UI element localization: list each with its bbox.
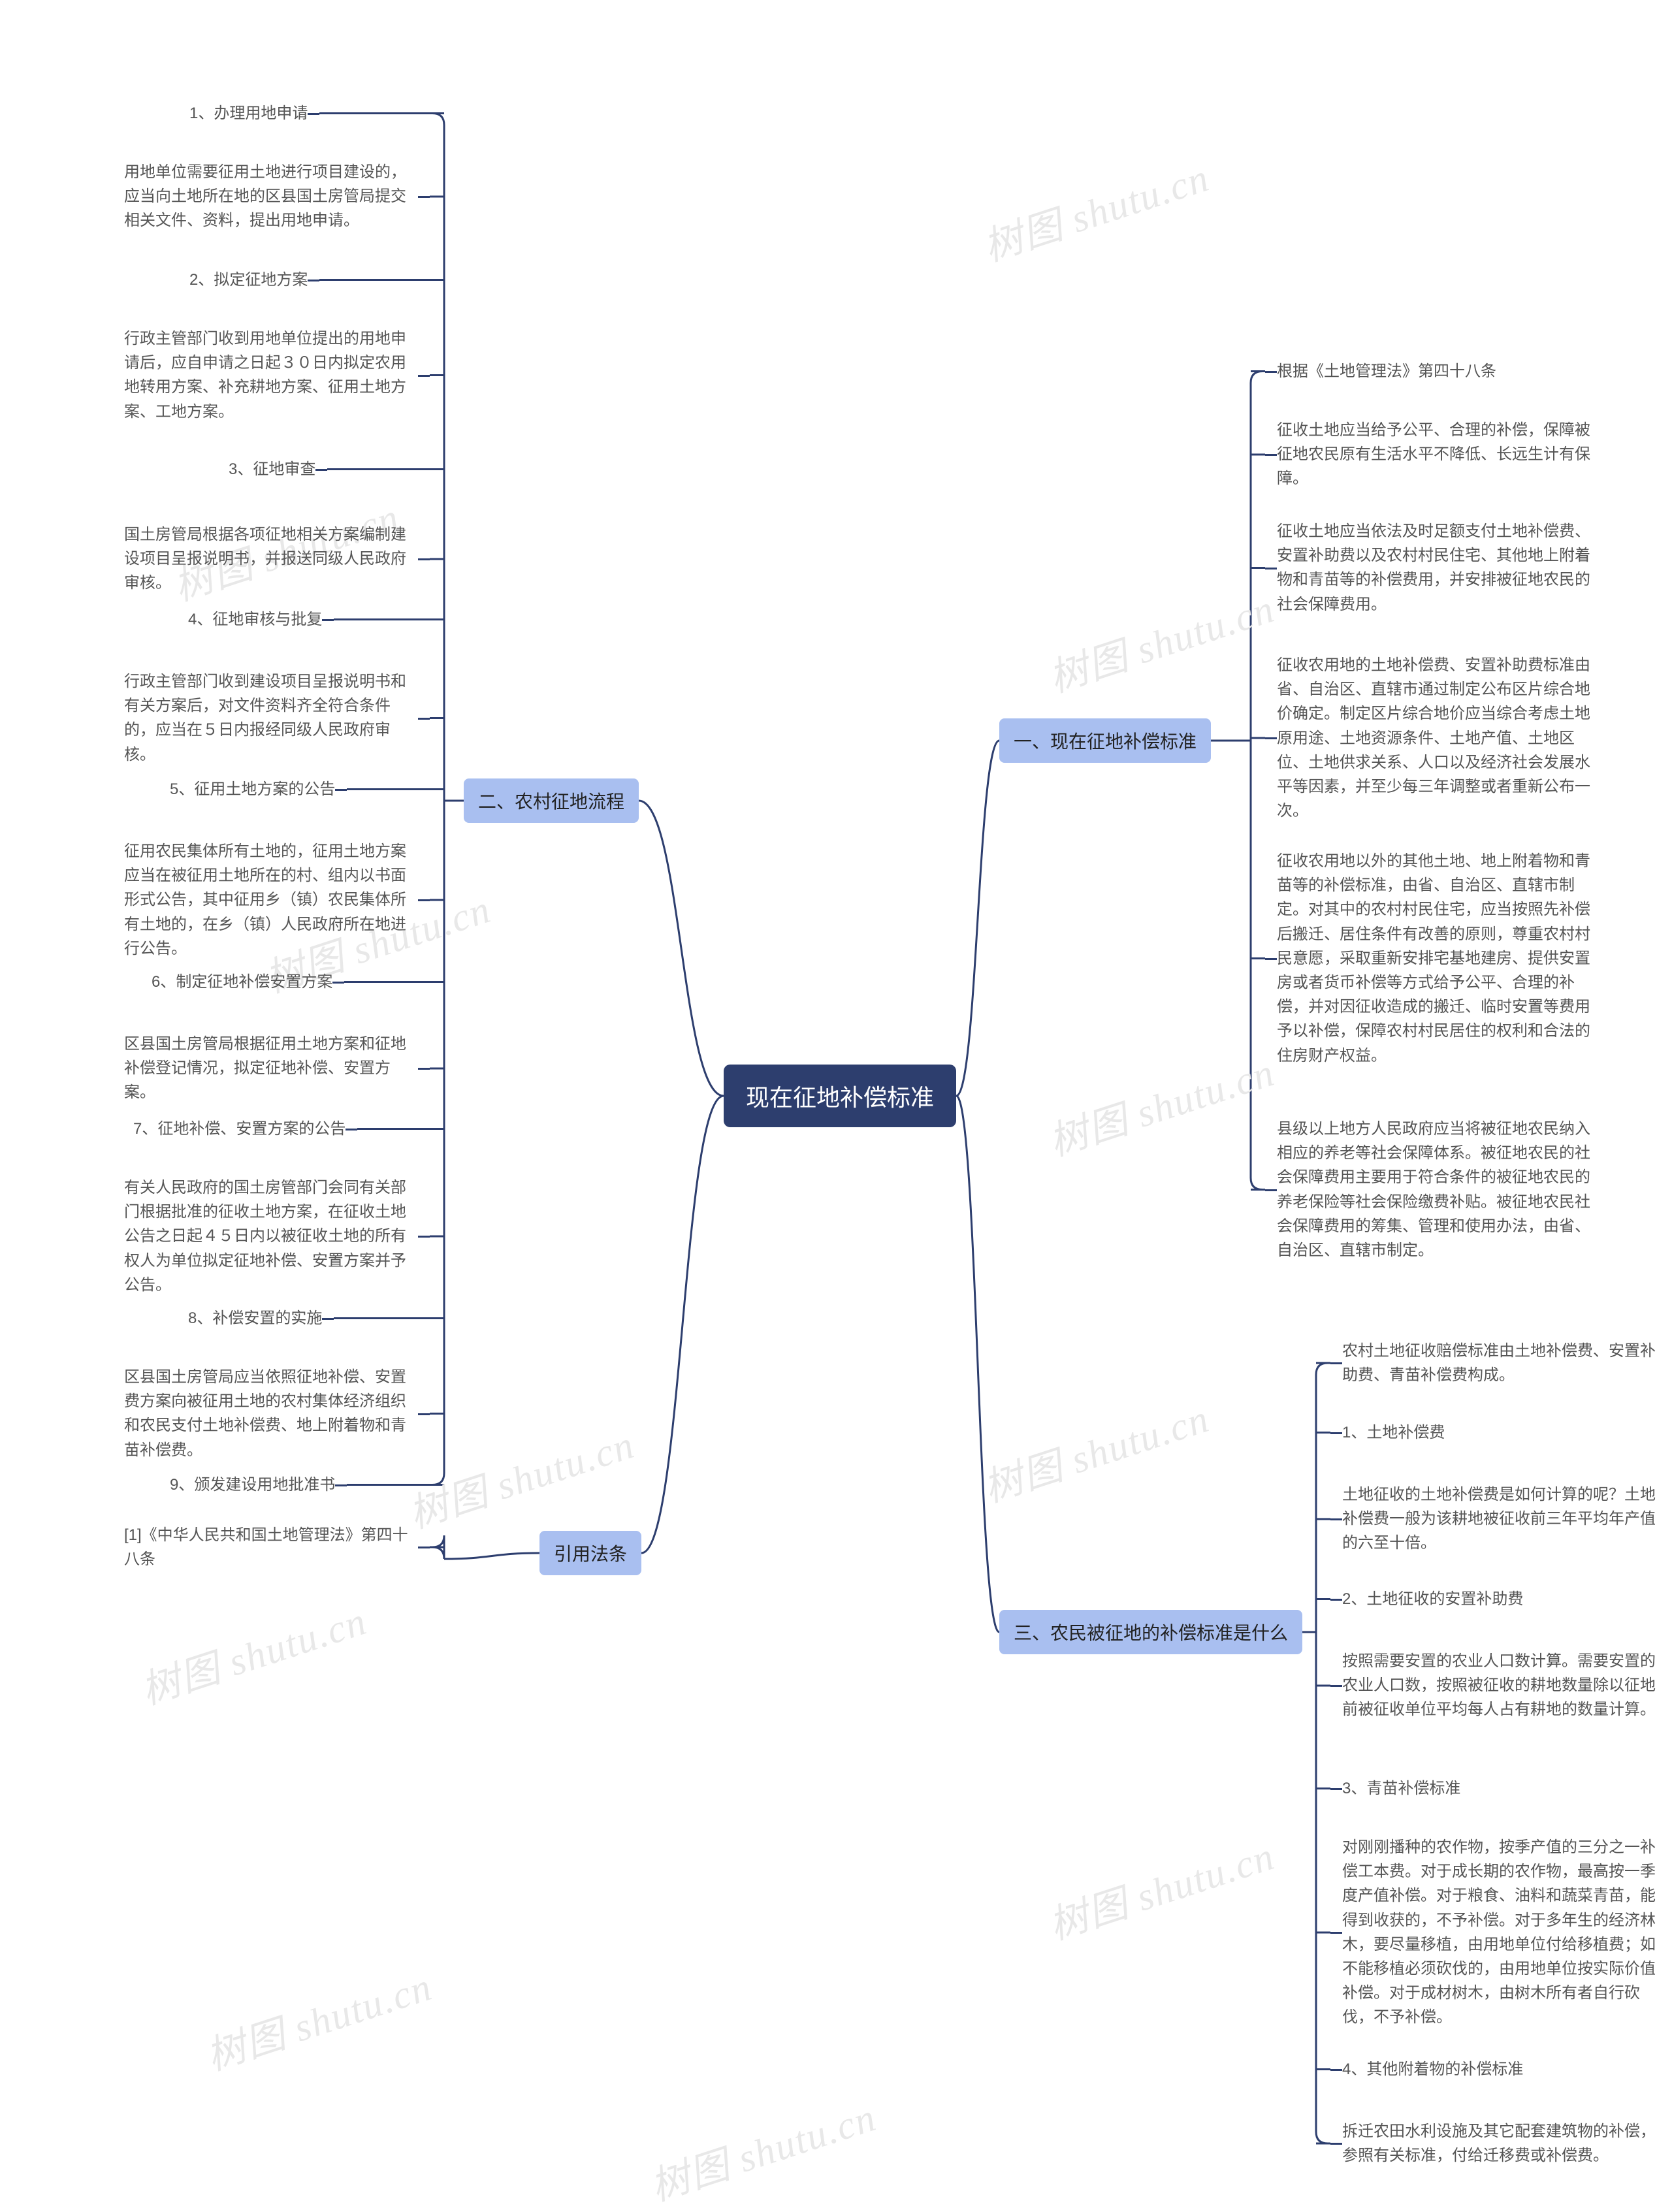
leaf-node: 6、制定征地补偿安置方案 [152, 970, 332, 994]
leaf-tick [1330, 1932, 1342, 1934]
branch-node-right1: 一、现在征地补偿标准 [999, 718, 1211, 763]
watermark: 树图 shutu.cn [1040, 1824, 1281, 1951]
leaf-node: 县级以上地方人民政府应当将被征地农民纳入相应的养老等社会保障体系。被征地农民的社… [1277, 1117, 1603, 1262]
leaf-tick [308, 113, 319, 115]
leaf-node: 3、青苗补偿标准 [1342, 1776, 1460, 1801]
leaf-tick [1265, 568, 1277, 569]
leaf-node: 按照需要安置的农业人口数计算。需要安置的农业人口数，按照被征收的耕地数量除以征地… [1342, 1649, 1669, 1722]
leaf-tick [418, 196, 430, 198]
leaf-node: 4、征地审核与批复 [188, 607, 322, 632]
leaf-node: 8、补偿安置的实施 [188, 1306, 322, 1330]
leaf-tick [1330, 1518, 1342, 1520]
leaf-tick [418, 718, 430, 720]
leaf-node: 国土房管局根据各项征地相关方案编制建设项目呈报说明书，并报送同级人民政府审核。 [124, 522, 418, 596]
leaf-tick [315, 469, 327, 471]
leaf-tick [308, 280, 319, 281]
leaf-tick [335, 1484, 347, 1486]
leaf-node: 5、征用土地方案的公告 [170, 777, 335, 801]
leaf-tick [335, 789, 347, 791]
branch-node-left1: 二、农村征地流程 [464, 778, 639, 823]
leaf-node: 9、颁发建设用地批准书 [170, 1473, 335, 1497]
watermark: 树图 shutu.cn [1040, 577, 1281, 703]
leaf-node: 征收土地应当依法及时足额支付土地补偿费、安置补助费以及农村村民住宅、其他地上附着… [1277, 519, 1603, 617]
leaf-node: 征收农用地的土地补偿费、安置补助费标准由省、自治区、直辖市通过制定公布区片综合地… [1277, 653, 1603, 823]
leaf-node: 区县国土房管局应当依照征地补偿、安置费方案向被征用土地的农村集体经济组织和农民支… [124, 1365, 418, 1462]
leaf-node: 1、土地补偿费 [1342, 1420, 1445, 1445]
leaf-node: 2、拟定征地方案 [189, 268, 308, 292]
center-node: 现在征地补偿标准 [724, 1065, 956, 1127]
leaf-tick [322, 619, 334, 621]
leaf-node: 土地征收的土地补偿费是如何计算的呢？土地补偿费一般为该耕地被征收前三年平均年产值… [1342, 1483, 1669, 1556]
leaf-node: 用地单位需要征用土地进行项目建设的，应当向土地所在地的区县国土房管局提交相关文件… [124, 160, 418, 233]
leaf-tick [1265, 454, 1277, 456]
leaf-tick [1265, 958, 1277, 960]
branch-node-left2: 引用法条 [539, 1531, 641, 1575]
leaf-node: 行政主管部门收到用地单位提出的用地申请后，应自申请之日起３０日内拟定农用地转用方… [124, 327, 418, 424]
leaf-tick [322, 1318, 334, 1320]
leaf-tick [1330, 1599, 1342, 1601]
watermark: 树图 shutu.cn [1040, 1040, 1281, 1167]
leaf-tick [418, 899, 430, 901]
leaf-node: 3、征地审查 [229, 457, 315, 481]
leaf-node: 2、土地征收的安置补助费 [1342, 1587, 1523, 1611]
leaf-tick [346, 1129, 357, 1130]
leaf-tick [418, 375, 430, 377]
leaf-node: 征收土地应当给予公平、合理的补偿，保障被征地农民原有生活水平不降低、长远生计有保… [1277, 418, 1603, 491]
leaf-tick [1330, 1788, 1342, 1790]
leaf-tick [1265, 737, 1277, 739]
leaf-tick [1330, 1685, 1342, 1687]
leaf-tick [418, 1236, 430, 1238]
watermark: 树图 shutu.cn [975, 146, 1215, 272]
leaf-node: 行政主管部门收到建设项目呈报说明书和有关方案后，对文件资料齐全符合条件的，应当在… [124, 669, 418, 767]
leaf-tick [1330, 2143, 1342, 2145]
leaf-node: 区县国土房管局根据征用土地方案和征地补偿登记情况，拟定征地补偿、安置方案。 [124, 1032, 418, 1105]
leaf-node: 根据《土地管理法》第四十八条 [1277, 359, 1496, 383]
leaf-tick [418, 1068, 430, 1070]
leaf-node: 拆迁农田水利设施及其它配套建筑物的补偿，参照有关标准，付给迁移费或补偿费。 [1342, 2119, 1669, 2168]
watermark: 树图 shutu.cn [133, 1589, 373, 1716]
leaf-tick [1330, 1362, 1342, 1364]
leaf-node: 农村土地征收赔偿标准由土地补偿费、安置补助费、青苗补偿费构成。 [1342, 1339, 1669, 1387]
leaf-node: [1]《中华人民共和国土地管理法》第四十八条 [124, 1523, 418, 1571]
watermark: 树图 shutu.cn [975, 1387, 1215, 1513]
mindmap-canvas: 树图 shutu.cn树图 shutu.cn树图 shutu.cn树图 shut… [0, 0, 1672, 2195]
leaf-tick [1330, 2069, 1342, 2071]
leaf-tick [1265, 1189, 1277, 1191]
watermark: 树图 shutu.cn [198, 1955, 438, 2081]
branch-node-right2: 三、农民被征地的补偿标准是什么 [999, 1610, 1302, 1654]
leaf-tick [332, 982, 344, 984]
leaf-tick [418, 1547, 430, 1548]
leaf-tick [418, 1413, 430, 1415]
leaf-node: 对刚刚播种的农作物，按季产值的三分之一补偿工本费。对于成长期的农作物，最高按一季… [1342, 1835, 1669, 2030]
leaf-node: 有关人民政府的国土房管部门会同有关部门根据批准的征收土地方案，在征收土地公告之日… [124, 1176, 418, 1297]
leaf-node: 4、其他附着物的补偿标准 [1342, 2057, 1523, 2081]
leaf-node: 7、征地补偿、安置方案的公告 [133, 1117, 346, 1141]
leaf-node: 征用农民集体所有土地的，征用土地方案应当在被征用土地所在的村、组内以书面形式公告… [124, 839, 418, 961]
watermark: 树图 shutu.cn [400, 1413, 641, 1539]
leaf-tick [1330, 1432, 1342, 1434]
leaf-node: 1、办理用地申请 [189, 101, 308, 125]
leaf-node: 征收农用地以外的其他土地、地上附着物和青苗等的补偿标准，由省、自治区、直辖市制定… [1277, 849, 1603, 1068]
watermark: 树图 shutu.cn [642, 2085, 882, 2212]
leaf-tick [1265, 371, 1277, 373]
leaf-tick [418, 558, 430, 560]
